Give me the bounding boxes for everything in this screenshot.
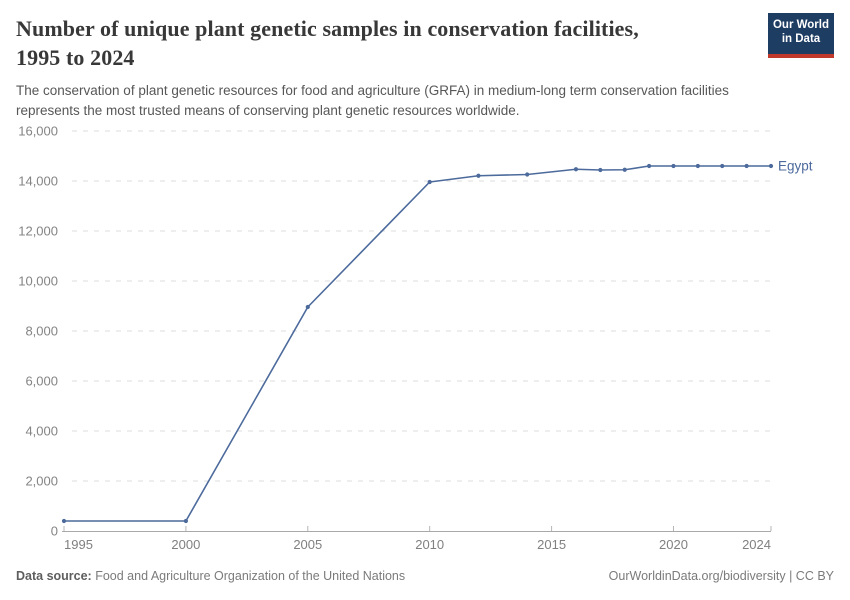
page-title-line1: Number of unique plant genetic samples i… xyxy=(16,16,639,41)
data-point[interactable] xyxy=(427,179,432,185)
series-end-label[interactable]: Egypt xyxy=(778,159,813,174)
page-title: Number of unique plant genetic samples i… xyxy=(16,14,736,72)
data-point[interactable] xyxy=(768,163,774,169)
y-axis-tick-label: 4,000 xyxy=(25,424,58,439)
y-axis-tick-label: 8,000 xyxy=(25,324,58,339)
data-point[interactable] xyxy=(720,163,725,169)
y-axis-tick-label: 12,000 xyxy=(18,224,58,239)
data-source-label: Data source: xyxy=(16,569,92,583)
data-point[interactable] xyxy=(61,518,67,524)
y-axis-tick-label: 0 xyxy=(51,524,58,539)
x-axis-tick-label: 2024 xyxy=(742,537,771,552)
chart-header: Number of unique plant genetic samples i… xyxy=(16,13,834,120)
data-source-value: Food and Agriculture Organization of the… xyxy=(95,569,406,583)
x-axis-tick-label: 2005 xyxy=(293,537,322,552)
data-point[interactable] xyxy=(525,172,530,177)
data-point[interactable] xyxy=(476,173,481,178)
x-axis-tick-label: 2015 xyxy=(537,537,566,552)
data-point[interactable] xyxy=(598,167,603,173)
owid-logo-line2: in Data xyxy=(781,32,821,45)
page-title-line2: 1995 to 2024 xyxy=(16,45,135,71)
chart-subtitle: The conservation of plant genetic resour… xyxy=(16,83,729,118)
data-point[interactable] xyxy=(183,518,188,524)
y-axis-tick-label: 14,000 xyxy=(18,174,58,189)
x-axis-tick-label: 1995 xyxy=(64,537,93,552)
data-point[interactable] xyxy=(573,167,579,172)
line-chart-canvas[interactable]: 0 2,000 4,000 6,000 8,000 10,000 12,000 14,000 1… xyxy=(0,118,850,568)
data-point[interactable] xyxy=(305,304,310,310)
chart-footer: Data source: Food and Agriculture Organi… xyxy=(16,569,834,583)
credit-link[interactable]: OurWorldinData.org/biodiversity | CC BY xyxy=(608,569,834,583)
data-source: Data source: Food and Agriculture Organi… xyxy=(16,569,405,583)
owid-logo-line1: Our World xyxy=(772,19,829,31)
series-line[interactable] xyxy=(63,165,772,522)
data-point[interactable] xyxy=(622,167,627,172)
x-axis-tick-label: 2020 xyxy=(659,537,688,552)
y-axis-tick-label: 2,000 xyxy=(25,474,58,489)
y-axis-tick-label: 10,000 xyxy=(18,274,58,289)
owid-logo[interactable]: Our World in Data xyxy=(768,13,834,58)
data-point[interactable] xyxy=(671,163,676,169)
y-axis-tick-label: 16,000 xyxy=(18,124,58,139)
data-point[interactable] xyxy=(695,163,700,169)
data-point[interactable] xyxy=(744,163,749,169)
y-axis-tick-label: 6,000 xyxy=(25,374,58,389)
x-axis-tick-label: 2010 xyxy=(415,537,444,552)
x-axis-tick-label: 2000 xyxy=(171,537,200,552)
data-point[interactable] xyxy=(647,163,652,169)
